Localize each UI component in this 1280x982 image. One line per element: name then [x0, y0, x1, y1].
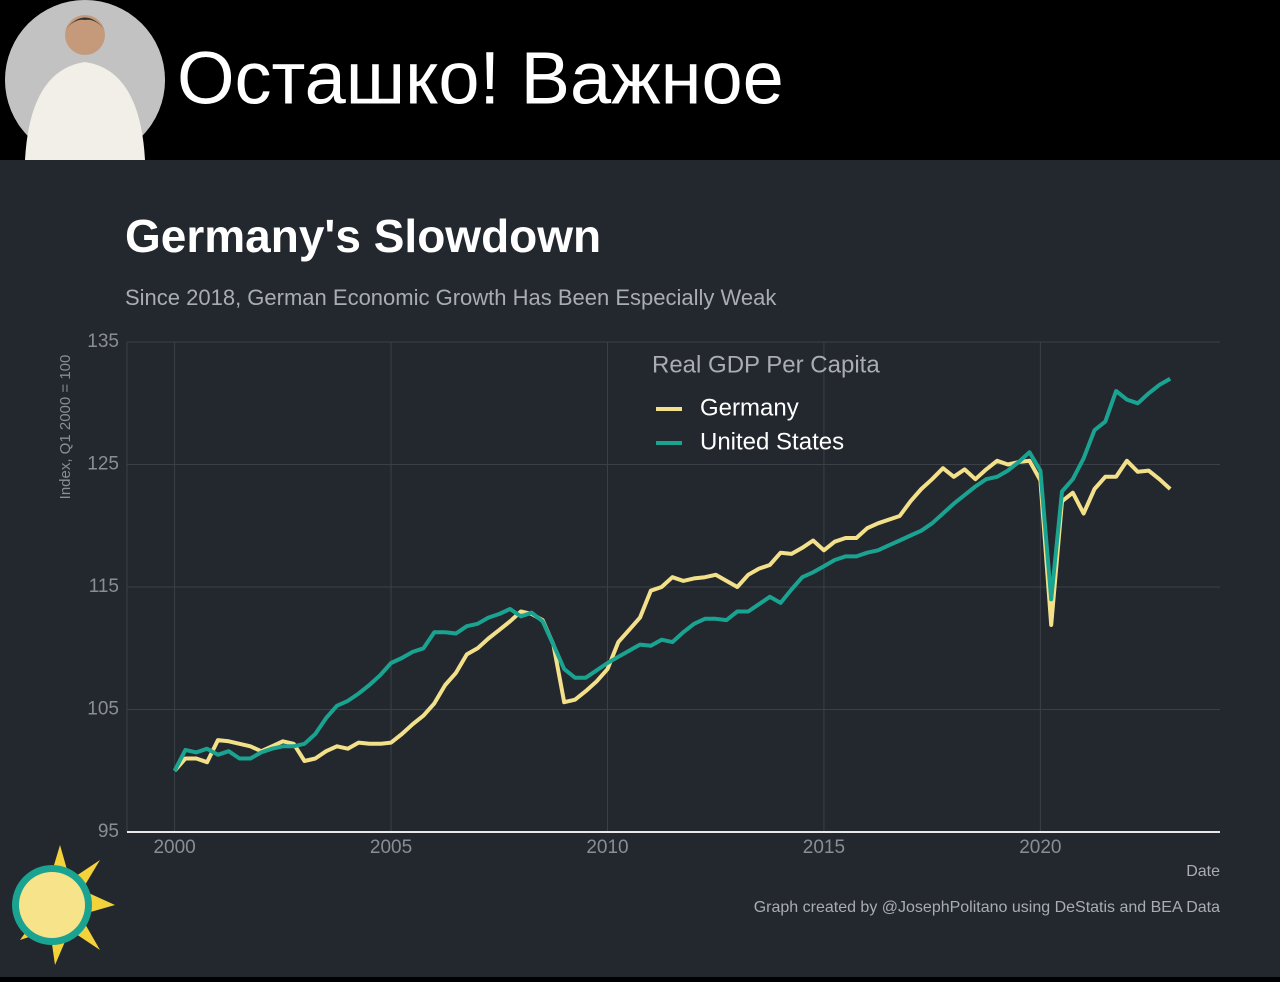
avatar[interactable]	[5, 0, 165, 160]
x-tick-label: 2020	[1019, 837, 1061, 858]
chart-subtitle: Since 2018, German Economic Growth Has B…	[125, 285, 777, 310]
series-line	[173, 458, 1172, 773]
y-tick-label: 125	[87, 454, 119, 475]
x-tick-label: 2015	[803, 837, 845, 858]
y-tick-label: 95	[98, 821, 119, 842]
y-axis-label: Index, Q1 2000 = 100	[57, 355, 74, 500]
y-tick-label: 105	[87, 699, 119, 720]
sun-logo	[12, 845, 115, 965]
plot: 95 105 115 125 135 2000 2005 2010 2015 2020 Real G…	[87, 331, 1220, 858]
x-tick-label: 2005	[370, 837, 412, 858]
y-tick-label: 135	[87, 331, 119, 352]
sun-core	[19, 872, 85, 938]
channel-title[interactable]: Осташко! Важное	[177, 37, 784, 120]
x-tick-label: 2010	[586, 837, 628, 858]
header-bar	[0, 0, 1280, 160]
avatar-body	[25, 62, 145, 160]
legend-label: United States	[700, 428, 844, 455]
avatar-hair	[65, 17, 105, 30]
legend-label: Germany	[700, 394, 799, 421]
x-tick-label: 2000	[153, 837, 195, 858]
chart-title: Germany's Slowdown	[125, 210, 601, 262]
x-axis-label: Date	[1186, 863, 1220, 880]
y-tick-label: 115	[89, 576, 119, 597]
legend-title: Real GDP Per Capita	[652, 351, 880, 378]
series-line	[172, 377, 1172, 772]
avatar-head	[65, 15, 105, 55]
caption: Graph created by @JosephPolitano using D…	[754, 899, 1220, 916]
chart-panel	[0, 160, 1280, 977]
